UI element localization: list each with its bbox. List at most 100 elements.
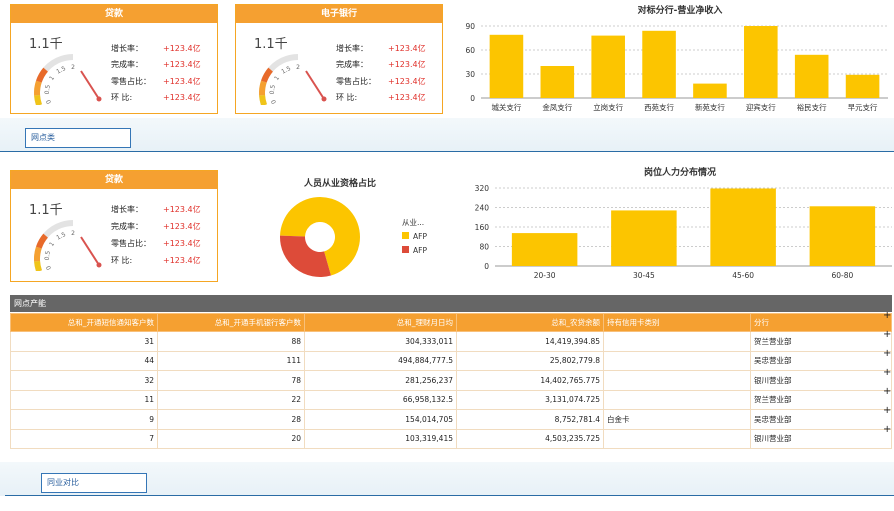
table-row[interactable]: 9 28 154,014,705 8,752,781.4 白金卡 吴忠营业部 [10, 409, 892, 430]
gauge: 0 0.5 11.5 2 [34, 220, 102, 271]
bar[interactable] [693, 83, 727, 98]
row-expand-icon[interactable]: + [883, 367, 892, 378]
loan-card-1: 贷款 0 0.5 1 1.5 2 1.1千 增长率： +123.4亿 完成率： +123.4… [10, 4, 218, 114]
table-cell: 494,884,777.5 [304, 350, 457, 371]
table-cell: 吴忠营业部 [750, 409, 892, 430]
bar[interactable] [540, 66, 575, 98]
x-tick-label: 迎宾支行 [746, 102, 776, 112]
x-tick-label: 新苑支行 [695, 102, 725, 112]
gauge-tick: 1.5 [55, 65, 67, 76]
bar[interactable] [744, 26, 778, 98]
card-title: 贷款 [11, 5, 217, 23]
x-tick-label: 金凤支行 [542, 102, 572, 112]
bar[interactable] [794, 54, 829, 98]
row-expand-icon[interactable]: + [883, 329, 892, 340]
row-expand-icon[interactable]: + [883, 386, 892, 397]
row-expand-icon[interactable]: + [883, 348, 892, 359]
row-expand-icon[interactable]: + [883, 405, 892, 416]
y-tick-label: 240 [475, 204, 490, 213]
table-cell: 银川营业部 [750, 370, 892, 391]
bar[interactable] [611, 210, 677, 266]
table-cell: 20 [157, 428, 305, 449]
y-tick-label: 30 [465, 70, 475, 79]
col-agri-loan[interactable]: 总和_农贷余额 [456, 313, 604, 332]
bar[interactable] [511, 233, 578, 266]
pie-slice[interactable] [280, 235, 331, 277]
y-tick-label: 0 [484, 262, 489, 271]
gauge-tick: 1 [48, 241, 56, 248]
divider [5, 495, 894, 496]
gauge-value: 1.1千 [254, 37, 288, 52]
table-row[interactable]: 7 20 103,319,415 4,503,235.725 银川营业部 [10, 428, 892, 449]
gauge-tick: 1.5 [55, 231, 67, 242]
expand-icon[interactable]: + [883, 310, 892, 321]
table-row[interactable]: 31 88 304,333,011 14,419,394.85 贺兰营业部 [10, 331, 892, 352]
loan-card-2: 贷款 0 0.5 1 1.5 2 1.1千 增长率： +123.4亿 完成率： +123.4… [10, 170, 218, 282]
x-tick-label: 早元支行 [848, 102, 878, 112]
table-cell [603, 389, 751, 410]
y-tick-label: 90 [465, 22, 475, 31]
table-cell: 103,319,415 [304, 428, 457, 449]
x-tick-label: 西苑支行 [644, 102, 674, 112]
gauge-tick: 2 [71, 64, 75, 71]
y-tick-label: 320 [475, 184, 490, 193]
bar[interactable] [591, 35, 625, 98]
divider [0, 151, 894, 152]
table-cell: 66,958,132.5 [304, 389, 457, 410]
chart-title-revenue: 对标分行-营业净收入 [637, 6, 723, 16]
gauge: 0 0.5 11.5 2 [34, 54, 102, 105]
bar[interactable] [642, 30, 676, 98]
table-row[interactable]: 32 78 281,256,237 14,402,765.775 银川营业部 [10, 370, 892, 391]
legend-swatch [402, 232, 409, 239]
x-tick-label: 60-80 [831, 271, 853, 280]
gauge-value: 1.1千 [29, 203, 63, 218]
tab-peer-comparison[interactable]: 同业对比 [41, 473, 147, 493]
bar[interactable] [489, 34, 524, 98]
table-cell: 32 [10, 370, 158, 391]
table-cell: 吴忠营业部 [750, 350, 892, 371]
gauge-tick: 0.5 [44, 250, 52, 261]
revenue-bar-chart: 0 30 60 90 城关支行 金凤支行 立岗支行 西苑支行 新苑支行 迎宾支行 裕民支行 早元支行 [465, 22, 888, 112]
chart-title-qualification: 人员从业资格占比 [303, 179, 376, 189]
col-wealth-avg[interactable]: 总和_理财月日均 [304, 313, 457, 332]
table-cell: 78 [157, 370, 305, 391]
table-cell: 3,131,074.725 [456, 389, 604, 410]
table-row[interactable]: 11 22 66,958,132.5 3,131,074.725 贺兰营业部 [10, 389, 892, 410]
table-cell [603, 428, 751, 449]
table-cell: 9 [10, 409, 158, 430]
y-tick-label: 60 [465, 46, 475, 55]
bar[interactable] [710, 188, 776, 266]
table-row[interactable]: 44 111 494,884,777.5 25,802,779.8 吴忠营业部 [10, 350, 892, 371]
gauge-tick: 1.5 [280, 65, 292, 76]
bar[interactable] [845, 74, 880, 98]
table-cell: 44 [10, 350, 158, 371]
x-tick-label: 城关支行 [491, 102, 521, 112]
col-branch[interactable]: 分行 [750, 313, 892, 332]
table-cell: 304,333,011 [304, 331, 457, 352]
table-cell: 14,419,394.85 [456, 331, 604, 352]
pie-slice[interactable] [280, 197, 360, 276]
gauge-value: 1.1千 [29, 37, 63, 52]
legend-swatch [402, 246, 409, 253]
table-cell: 银川营业部 [750, 428, 892, 449]
table-cell: 4,503,235.725 [456, 428, 604, 449]
y-tick-label: 160 [475, 223, 490, 232]
table-cell: 111 [157, 350, 305, 371]
gauge-tick: 2 [71, 230, 75, 237]
col-sms-customers[interactable]: 总和_开通短信通知客户数 [10, 313, 158, 332]
row-expand-icon[interactable]: + [883, 424, 892, 435]
tab-outlets[interactable]: 网点类 [25, 128, 131, 148]
col-mobile-customers[interactable]: 总和_开通手机银行客户数 [157, 313, 305, 332]
gauge-tick: 0.5 [269, 84, 277, 95]
legend-title: 从业... [402, 217, 424, 227]
gauge-tick: 1 [48, 75, 56, 82]
table-cell: 28 [157, 409, 305, 430]
chart-title-staffing: 岗位人力分布情况 [643, 168, 716, 178]
section-band [0, 462, 894, 496]
table-cell [603, 370, 751, 391]
bar[interactable] [809, 206, 876, 266]
gauge-tick: 2 [296, 64, 300, 71]
table-cell: 14,402,765.775 [456, 370, 604, 391]
ebank-card: 电子银行 0 0.5 1 1.5 2 1.1千 增长率： +123.4亿 完成率： +123… [235, 4, 443, 114]
col-card-type[interactable]: 持有信用卡类别 [603, 313, 751, 332]
